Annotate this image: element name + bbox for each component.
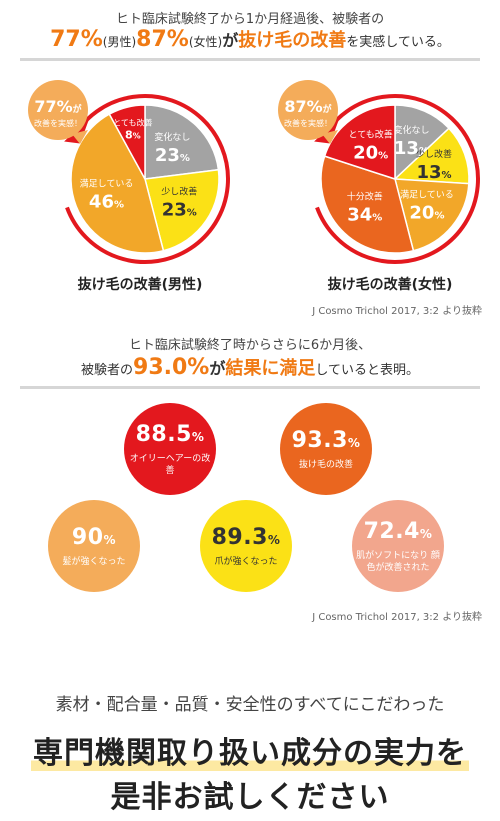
chart-title-female: 抜け毛の改善(女性): [327, 277, 453, 293]
top-headline: 77%(男性)87%(女性)が抜け毛の改善を実感している。: [0, 26, 500, 52]
stat-circle-stronger-hair: 90% 髪が強くなった: [48, 500, 140, 592]
pie-slice: [144, 104, 220, 180]
outer-arc: [315, 94, 480, 264]
slice-value: 8%: [125, 129, 141, 142]
stat-label: 髪が強くなった: [62, 556, 126, 567]
pie-slice: [394, 178, 470, 252]
badge-pointer: [322, 130, 338, 144]
slice-label: とても改善: [349, 128, 393, 140]
stat-value: 88.5%: [135, 421, 205, 447]
male-percent: 77%: [50, 27, 103, 52]
pie-chart-female: 変化なし13%少し改善13%満足している20%十分改善34%とても改善20%87…: [278, 80, 480, 264]
middle-pre: 被験者の: [81, 363, 134, 378]
stat-circle-softer-skin: 72.4% 肌がソフトになり 顔色が改善された: [352, 500, 444, 592]
badge-pointer: [72, 130, 88, 144]
badge-text: 改善を実感！: [34, 118, 82, 128]
footer-heading-line1: 専門機関取り扱い成分の実力を: [31, 736, 469, 771]
stat-circle-hair-loss: 93.3% 抜け毛の改善: [280, 403, 372, 495]
stat-label: 爪が強くなった: [214, 556, 278, 567]
badge-circle: [278, 80, 338, 140]
slice-label: 少し改善: [161, 185, 197, 197]
slice-label: 満足している: [400, 189, 454, 200]
middle-subtitle: ヒト臨床試験終了時からさらに6か月後、: [128, 338, 372, 353]
slice-label: 十分改善: [347, 190, 383, 202]
stat-value: 90%: [71, 524, 117, 550]
stat-value: 72.4%: [363, 518, 433, 544]
slice-label: 変化なし: [154, 131, 190, 143]
middle-headline: 被験者の93.0%が結果に満足していると表明。: [0, 354, 500, 380]
male-label: (男性): [102, 35, 137, 49]
chart-title-male: 抜け毛の改善(男性): [77, 277, 203, 293]
badge-value: 77%が: [34, 97, 82, 116]
top-divider: [20, 58, 480, 61]
pie-slice: [393, 127, 470, 185]
middle-mid: が: [209, 359, 226, 378]
footer-heading-line2: 是非お試しください: [110, 780, 390, 815]
stat-label: 肌がソフトになり 顔色が改善された: [356, 550, 440, 573]
stat-label: 抜け毛の改善: [298, 459, 353, 470]
slice-label: 少し改善: [416, 148, 452, 160]
slice-label: とても改善: [113, 118, 152, 128]
source-citation-2: J Cosmo Trichol 2017, 3:2 より抜粋: [312, 612, 482, 623]
pie-slice: [323, 104, 396, 181]
headline-mid: が: [222, 31, 239, 50]
pie-slice: [108, 104, 146, 180]
badge-value: 87%が: [284, 97, 332, 116]
middle-percent: 93.0%: [133, 355, 210, 380]
headline-tail: を実感している。: [346, 35, 450, 50]
pie-slice: [70, 113, 165, 254]
slice-label: 変化なし: [393, 124, 429, 136]
badge-circle: [28, 80, 88, 140]
pie-slice: [320, 155, 415, 254]
top-subtitle: ヒト臨床試験終了から1か月経過後、被験者の: [115, 12, 385, 27]
stat-value: 89.3%: [211, 524, 281, 550]
stat-circle-oily-hair: 88.5% オイリーヘアーの改善: [124, 403, 216, 495]
badge-text: 改善を実感！: [284, 118, 332, 128]
outer-arc: [65, 94, 230, 264]
footer-subtitle: 素材・配合量・品質・安全性のすべてにこだわった: [55, 695, 445, 715]
middle-emphasis: 結果に満足: [225, 358, 316, 379]
middle-divider: [20, 386, 480, 389]
source-citation-1: J Cosmo Trichol 2017, 3:2 より抜粋: [312, 306, 482, 317]
headline-emphasis: 抜け毛の改善: [238, 30, 347, 51]
female-percent: 87%: [136, 27, 189, 52]
stat-circle-stronger-nails: 89.3% 爪が強くなった: [200, 500, 292, 592]
stat-label: オイリーヘアーの改善: [129, 453, 211, 476]
slice-label: 満足している: [80, 178, 134, 189]
middle-tail: していると表明。: [315, 363, 419, 378]
pie-slice: [394, 104, 451, 181]
pie-slice: [144, 168, 220, 252]
female-label: (女性): [188, 35, 223, 49]
stat-value: 93.3%: [291, 427, 361, 453]
